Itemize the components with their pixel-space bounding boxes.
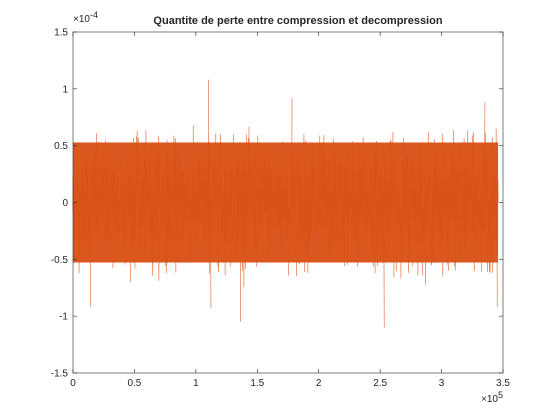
chart-title: Quantite de perte entre compression et d… — [153, 15, 442, 27]
y-tick-label: 0.5 — [54, 141, 68, 152]
y-axis: -1.5 -1 -0.5 0 0.5 1 1.5 — [51, 28, 503, 380]
x-tick-label: 0.5 — [127, 378, 141, 389]
x-tick-label: 3 — [439, 378, 445, 389]
x-tick-label: 1.5 — [250, 378, 264, 389]
x-tick-label: 2 — [316, 378, 322, 389]
y-tick-label: -0.5 — [51, 255, 69, 266]
x-axis: 0 0.5 1 1.5 2 2.5 3 3.5 — [70, 32, 510, 389]
series-line — [72, 79, 499, 328]
y-tick-label: -1 — [59, 312, 68, 323]
y-tick-label: 1.5 — [54, 28, 68, 39]
x-exponent-label: ×105 — [481, 390, 503, 405]
series-dense-band — [73, 142, 499, 263]
y-tick-label: 1 — [62, 84, 68, 95]
x-tick-label: 3.5 — [496, 378, 510, 389]
y-tick-label: -1.5 — [51, 369, 69, 380]
y-exponent-label: ×10-4 — [73, 10, 98, 25]
x-tick-label: 1 — [193, 378, 199, 389]
x-tick-label: 2.5 — [373, 378, 387, 389]
x-tick-label: 0 — [70, 378, 76, 389]
y-tick-label: 0 — [62, 198, 68, 209]
